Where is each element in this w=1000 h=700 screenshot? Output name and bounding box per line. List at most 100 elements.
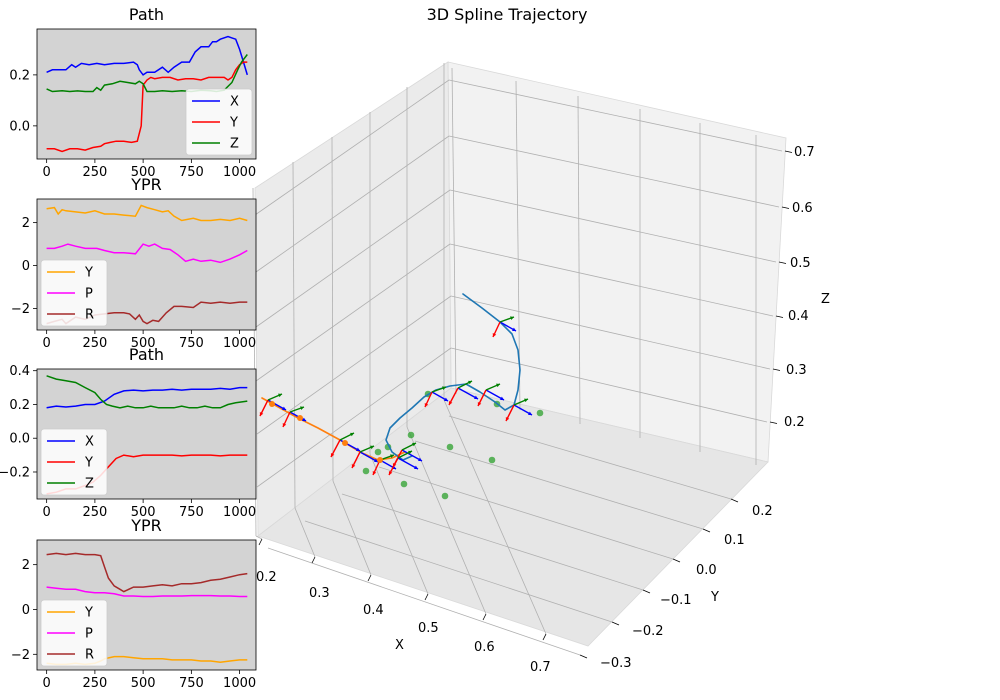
y-tick-label: −0.3 bbox=[600, 656, 632, 671]
legend-label-y: Y bbox=[84, 266, 93, 281]
orientation-arrow-head bbox=[300, 406, 304, 410]
orientation-arrow-head bbox=[505, 417, 510, 421]
subplot-path-1: 0 250 500 750 1000 0.0 0.2 XYZ Path bbox=[9, 5, 257, 180]
x-tick-label: 750 bbox=[179, 165, 204, 180]
x-tick-label: 0 bbox=[43, 336, 51, 351]
grid-line bbox=[515, 80, 521, 411]
x-axis-label: X bbox=[395, 638, 404, 653]
x-tick-label: 0 bbox=[43, 676, 51, 691]
orientation-arrow-head bbox=[418, 457, 422, 461]
x-tick-label: 500 bbox=[131, 676, 156, 691]
grid-line bbox=[378, 466, 674, 560]
y-tick bbox=[642, 589, 651, 594]
scatter-point bbox=[407, 431, 415, 439]
z-tick bbox=[775, 315, 784, 318]
orientation-arrow-head bbox=[424, 403, 429, 407]
z-tick-label: 0.4 bbox=[788, 309, 809, 324]
orientation-arrow-head bbox=[448, 401, 453, 405]
grid-line bbox=[267, 547, 581, 656]
orientation-arrow-head bbox=[351, 464, 356, 468]
y-tick-label: 2 bbox=[22, 558, 30, 573]
z-tick bbox=[781, 206, 790, 209]
orientation-arrow-head bbox=[512, 327, 516, 331]
plot-frame bbox=[36, 368, 257, 500]
scatter-point bbox=[446, 443, 454, 451]
orientation-arrow-head bbox=[500, 396, 504, 400]
grid-line bbox=[256, 295, 452, 435]
z-tick-label: 0.2 bbox=[784, 415, 805, 430]
path-marker bbox=[377, 457, 383, 463]
legend-label-z: Z bbox=[230, 137, 239, 152]
y-tick-label: 0.4 bbox=[9, 364, 30, 379]
y-axis-label: Y bbox=[710, 590, 719, 605]
orientation-arrow-head bbox=[408, 450, 412, 455]
grid-line bbox=[256, 347, 452, 488]
grid-line bbox=[255, 243, 451, 382]
orientation-arrow-head bbox=[390, 454, 394, 458]
orientation-arrow-head bbox=[282, 406, 286, 410]
x-tick-label: 250 bbox=[82, 505, 107, 520]
legend-label-r: R bbox=[85, 648, 94, 663]
z-tick-labels: 0.7 0.6 0.5 0.4 0.3 0.2 bbox=[784, 145, 815, 430]
z-tick bbox=[769, 421, 778, 424]
grid-line bbox=[448, 415, 732, 500]
z-tick-label: 0.6 bbox=[792, 201, 813, 216]
x-tick-label: 750 bbox=[179, 676, 204, 691]
y-tick-label: 0.2 bbox=[752, 504, 773, 519]
y-tick bbox=[611, 621, 620, 626]
y-tick-label: 2 bbox=[22, 216, 30, 231]
grid-line bbox=[294, 507, 316, 558]
x-tick-label: 1000 bbox=[223, 676, 256, 691]
orientation-arrow-head bbox=[388, 471, 393, 475]
trajectory-3d bbox=[259, 293, 544, 500]
path-marker bbox=[297, 415, 303, 421]
grid-line bbox=[450, 347, 768, 423]
x-tick bbox=[311, 556, 316, 564]
orientation-arrow-head bbox=[474, 395, 478, 399]
grid-line bbox=[369, 453, 429, 595]
orientation-arrow-head bbox=[278, 393, 282, 398]
y-tick bbox=[730, 498, 739, 503]
x-tick bbox=[258, 538, 263, 546]
grid-line bbox=[449, 189, 777, 263]
orientation-arrow bbox=[401, 449, 423, 462]
legend-label-p: P bbox=[85, 627, 93, 642]
series-line-z bbox=[46, 375, 248, 409]
x-tick-label: 750 bbox=[179, 336, 204, 351]
series-line-x bbox=[46, 386, 248, 409]
orientation-arrow-head bbox=[282, 423, 287, 427]
x-tick bbox=[424, 593, 429, 601]
grid-line bbox=[332, 480, 372, 576]
orientation-arrow-head bbox=[372, 471, 377, 475]
x-tick-label: 750 bbox=[179, 505, 204, 520]
x-tick-label: 1000 bbox=[223, 165, 256, 180]
x-tick bbox=[367, 574, 372, 582]
orientation-arrow-head bbox=[330, 453, 335, 457]
x-tick-label: 0.7 bbox=[530, 660, 551, 675]
subplot-title: YPR bbox=[130, 516, 162, 535]
legend-label-y: Y bbox=[229, 116, 238, 131]
y-tick-label: −2 bbox=[11, 648, 30, 663]
x-tick-label: 1000 bbox=[223, 336, 256, 351]
orientation-arrow-head bbox=[374, 458, 378, 462]
x-tick-label: 0.5 bbox=[418, 621, 439, 636]
plot-frame bbox=[36, 28, 257, 160]
y-tick-label: 0.0 bbox=[9, 119, 30, 134]
orientation-arrow-head bbox=[492, 333, 497, 337]
orientation-arrow bbox=[457, 387, 479, 400]
series-line-x bbox=[46, 35, 249, 76]
x-tick-label: 0 bbox=[43, 165, 51, 180]
y-tick bbox=[579, 654, 588, 659]
scatter-point bbox=[400, 480, 408, 488]
y-tick-label: 0.0 bbox=[696, 563, 717, 578]
x-tick-label: 500 bbox=[131, 336, 156, 351]
y-tick-label: −2 bbox=[11, 302, 30, 317]
subplot-path-2: 0 250 500 750 1000 −0.2 0.0 0.2 0.4 XYZ Path bbox=[0, 345, 257, 520]
x-tick-label: 250 bbox=[82, 676, 107, 691]
series-line-p bbox=[46, 586, 248, 598]
scatter-point bbox=[488, 456, 496, 464]
spline-line bbox=[385, 293, 521, 461]
orientation-arrow-head bbox=[477, 402, 482, 406]
series-line-y bbox=[46, 61, 248, 153]
